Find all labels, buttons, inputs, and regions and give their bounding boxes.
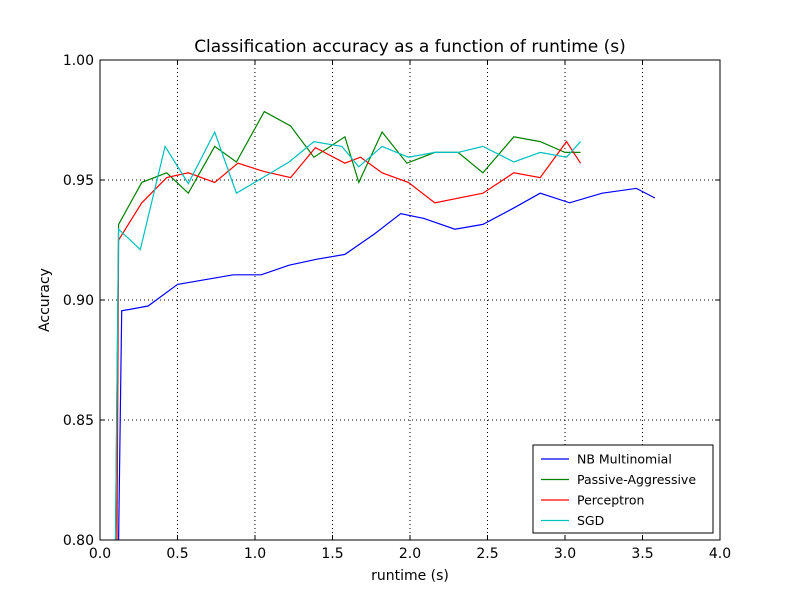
y-tick-label: 0.90 — [63, 293, 94, 309]
legend-label-sgd: SGD — [577, 513, 604, 528]
axis-ticks: 0.0 0.5 1.0 1.5 2.0 2.5 3.0 3.5 4.0 0.80 0.85 0.90 0… — [63, 53, 731, 562]
x-tick-label: 4.0 — [709, 546, 731, 562]
series-line-nb-multinomial — [118, 187, 656, 541]
series-line-perceptron — [116, 140, 582, 541]
legend: NB Multinomial Passive-Aggressive Perceptr… — [532, 444, 714, 534]
series-line-passive-aggressive — [114, 110, 581, 541]
series-lines — [114, 110, 656, 541]
chart-title: Classification accuracy as a function of… — [194, 37, 626, 57]
x-tick-label: 0.5 — [166, 546, 188, 562]
x-tick-label: 2.0 — [399, 546, 421, 562]
x-tick-label: 3.5 — [631, 546, 653, 562]
legend-label-passive-aggressive: Passive-Aggressive — [577, 472, 696, 487]
y-axis-label: Accuracy — [37, 268, 53, 332]
y-tick-label: 0.85 — [63, 413, 94, 429]
x-tick-label: 0.0 — [89, 546, 111, 562]
x-tick-label: 3.0 — [554, 546, 576, 562]
series-line-sgd — [114, 130, 581, 541]
legend-box — [532, 444, 714, 534]
x-tick-label: 2.5 — [476, 546, 498, 562]
y-tick-label: 1.00 — [63, 53, 94, 69]
legend-label-perceptron: Perceptron — [577, 493, 644, 508]
legend-label-nb-multinomial: NB Multinomial — [577, 452, 672, 467]
y-tick-label: 0.95 — [63, 173, 94, 189]
x-tick-label: 1.0 — [244, 546, 266, 562]
y-tick-label: 0.80 — [63, 533, 94, 549]
x-tick-label: 1.5 — [321, 546, 343, 562]
x-axis-label: runtime (s) — [371, 568, 449, 584]
